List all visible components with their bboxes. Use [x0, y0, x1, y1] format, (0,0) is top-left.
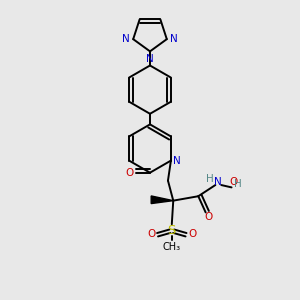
Text: O: O: [147, 229, 155, 238]
Text: O: O: [205, 212, 213, 222]
Text: H: H: [206, 174, 214, 184]
Text: O: O: [126, 168, 134, 178]
Text: H: H: [234, 178, 242, 189]
Text: N: N: [214, 177, 222, 187]
Text: S: S: [168, 224, 176, 237]
Text: N: N: [122, 34, 130, 44]
Polygon shape: [151, 196, 173, 204]
Text: O: O: [229, 176, 237, 187]
Text: N: N: [170, 34, 178, 44]
Text: CH₃: CH₃: [163, 242, 181, 252]
Text: O: O: [188, 229, 196, 238]
Text: N: N: [173, 156, 181, 166]
Text: N: N: [146, 54, 154, 64]
